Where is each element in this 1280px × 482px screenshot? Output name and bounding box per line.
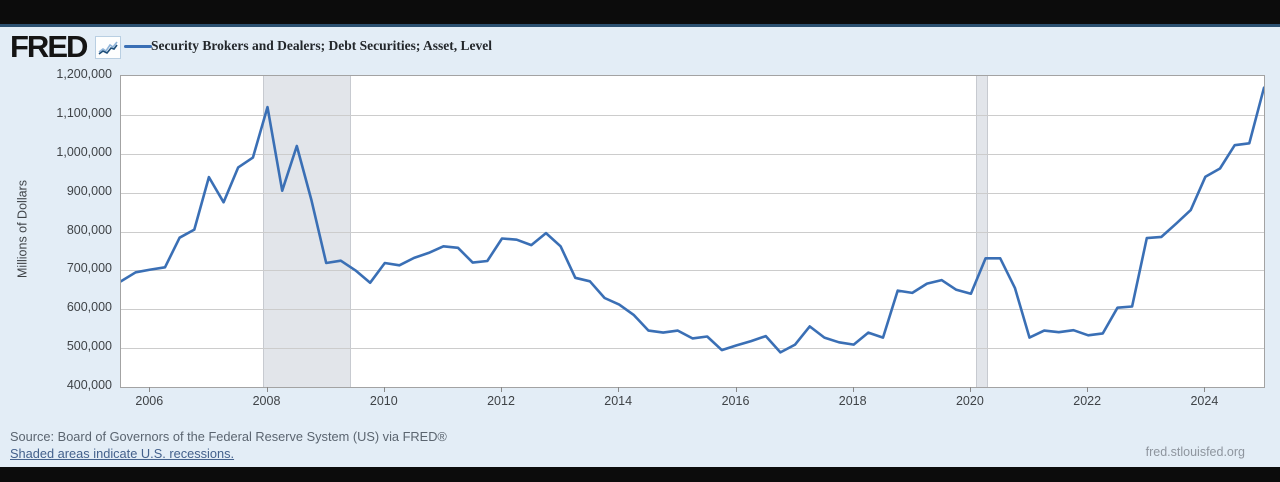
y-grid-line xyxy=(121,231,1264,233)
series-line xyxy=(121,86,1264,354)
x-tick-label: 2010 xyxy=(369,394,398,408)
source-attribution: Source: Board of Governors of the Federa… xyxy=(10,429,447,444)
y-grid-line xyxy=(121,114,1264,116)
x-tick-mark xyxy=(969,387,971,392)
y-grid-line xyxy=(121,153,1264,155)
y-tick-label: 700,000 xyxy=(66,261,112,276)
x-tick-mark xyxy=(735,387,737,392)
x-tick-mark xyxy=(501,387,502,392)
fred-chart-frame: FRED Security Brokers and Dealers; Debt … xyxy=(0,27,1280,467)
y-tick-label: 900,000 xyxy=(66,183,112,198)
y-tick-label: 600,000 xyxy=(66,300,112,315)
x-tick-mark xyxy=(383,387,385,392)
x-tick-label: 2014 xyxy=(604,394,633,408)
y-grid-line xyxy=(121,309,1264,311)
y-tick-label: 800,000 xyxy=(66,222,112,237)
x-tick-label: 2016 xyxy=(721,394,750,408)
series-title[interactable]: Security Brokers and Dealers; Debt Secur… xyxy=(151,38,492,53)
x-tick-mark xyxy=(266,387,268,392)
x-tick-label: 2012 xyxy=(487,394,515,408)
top-black-bar xyxy=(0,0,1280,27)
x-tick-label: 2006 xyxy=(135,394,164,408)
x-tick-mark xyxy=(1087,387,1089,392)
y-tick-label: 400,000 xyxy=(66,378,112,392)
bottom-black-bar xyxy=(0,467,1280,482)
y-tick-label: 1,200,000 xyxy=(56,67,112,81)
x-tick-label: 2024 xyxy=(1190,394,1219,408)
y-grid-line xyxy=(121,348,1264,350)
plot-area[interactable] xyxy=(120,75,1265,388)
x-tick-mark xyxy=(618,387,620,392)
fred-site-link[interactable]: fred.stlouisfed.org xyxy=(1145,445,1245,459)
x-tick-mark xyxy=(149,387,151,392)
y-grid-line xyxy=(121,270,1264,272)
x-tick-label: 2018 xyxy=(838,394,867,408)
fred-logo[interactable]: FRED xyxy=(10,29,88,64)
x-tick-label: 2008 xyxy=(252,394,281,408)
x-tick-label: 2022 xyxy=(1073,394,1102,408)
y-tick-label: 1,000,000 xyxy=(56,144,112,159)
y-tick-label: 500,000 xyxy=(66,339,112,354)
y-grid-line xyxy=(121,192,1264,194)
fred-sparkline-icon xyxy=(95,36,121,59)
series-line-svg xyxy=(121,86,1264,354)
x-tick-label: 2020 xyxy=(955,394,984,408)
x-tick-mark xyxy=(852,387,854,392)
x-tick-mark xyxy=(1204,387,1206,392)
y-tick-label: 1,100,000 xyxy=(56,105,112,120)
series-legend-swatch xyxy=(124,45,152,48)
recession-note-link[interactable]: Shaded areas indicate U.S. recessions. xyxy=(10,446,235,461)
